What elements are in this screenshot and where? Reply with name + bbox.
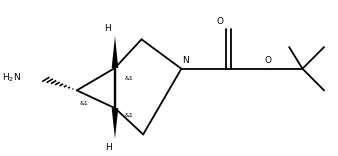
Text: O: O <box>216 17 223 26</box>
Text: H$_2$N: H$_2$N <box>2 72 21 84</box>
Text: O: O <box>264 56 271 65</box>
Text: &1: &1 <box>125 76 134 80</box>
Text: &1: &1 <box>125 113 134 118</box>
Text: H: H <box>105 143 112 152</box>
Polygon shape <box>112 108 118 139</box>
Text: H: H <box>104 24 111 33</box>
Text: &1: &1 <box>79 101 88 106</box>
Polygon shape <box>112 36 118 68</box>
Text: N: N <box>182 56 189 65</box>
